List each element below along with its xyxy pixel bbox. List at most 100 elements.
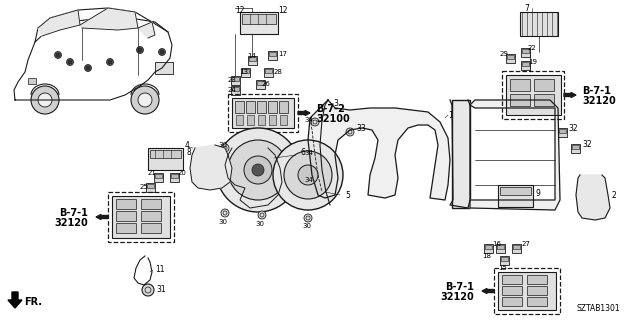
Bar: [242, 69, 249, 73]
Bar: [170, 173, 179, 182]
Circle shape: [221, 144, 229, 152]
Text: 8: 8: [186, 148, 191, 156]
Text: 30: 30: [218, 219, 227, 225]
Bar: [497, 245, 504, 249]
Bar: [155, 62, 173, 74]
Bar: [501, 257, 508, 261]
Bar: [522, 49, 529, 53]
Text: 1: 1: [448, 110, 452, 119]
Polygon shape: [8, 292, 22, 308]
Bar: [242, 14, 276, 24]
Circle shape: [67, 59, 74, 66]
Text: 23: 23: [228, 77, 237, 83]
Bar: [256, 80, 265, 89]
Bar: [141, 223, 161, 233]
Text: 32: 32: [568, 124, 578, 132]
Text: 31: 31: [156, 285, 166, 294]
Circle shape: [273, 140, 343, 210]
Bar: [232, 77, 239, 81]
Bar: [116, 211, 136, 221]
Circle shape: [258, 211, 266, 219]
Circle shape: [142, 284, 154, 296]
Circle shape: [106, 59, 113, 66]
Text: 26: 26: [262, 81, 271, 87]
Bar: [264, 68, 273, 77]
Circle shape: [38, 93, 52, 107]
Polygon shape: [190, 145, 232, 190]
Circle shape: [346, 128, 354, 136]
Circle shape: [138, 48, 142, 52]
Text: 32100: 32100: [316, 114, 349, 124]
Bar: [116, 199, 136, 209]
Text: 34: 34: [304, 177, 313, 183]
Text: SZTAB1301: SZTAB1301: [577, 304, 620, 313]
Bar: [510, 94, 530, 106]
Bar: [279, 101, 288, 113]
Circle shape: [86, 66, 90, 70]
Circle shape: [244, 156, 272, 184]
Polygon shape: [38, 10, 80, 36]
Bar: [150, 150, 181, 158]
Circle shape: [84, 65, 92, 71]
Bar: [527, 297, 547, 306]
Polygon shape: [308, 100, 450, 200]
Bar: [498, 272, 556, 310]
Bar: [502, 297, 522, 306]
Bar: [269, 52, 276, 56]
Polygon shape: [138, 22, 155, 38]
Bar: [527, 286, 547, 295]
Bar: [520, 12, 558, 36]
Bar: [232, 98, 294, 128]
Text: 32120: 32120: [582, 96, 616, 106]
Text: 24: 24: [228, 87, 237, 93]
Bar: [147, 184, 154, 188]
Bar: [28, 78, 36, 84]
Bar: [141, 211, 161, 221]
Text: 11: 11: [155, 266, 164, 275]
Text: B-7-2: B-7-2: [316, 104, 345, 114]
Bar: [231, 86, 240, 95]
Bar: [558, 128, 567, 137]
Text: 18: 18: [482, 253, 491, 259]
Text: 12: 12: [278, 5, 287, 14]
Circle shape: [311, 178, 319, 186]
Bar: [522, 62, 529, 66]
Circle shape: [31, 86, 59, 114]
Text: 28: 28: [274, 69, 283, 75]
Circle shape: [108, 60, 112, 64]
Text: 5: 5: [345, 190, 350, 199]
Text: FR.: FR.: [24, 297, 42, 307]
Text: 22: 22: [528, 45, 537, 51]
Bar: [235, 101, 244, 113]
Bar: [510, 79, 530, 91]
Bar: [485, 245, 492, 249]
Text: 16: 16: [492, 241, 501, 247]
Polygon shape: [14, 18, 172, 100]
Circle shape: [284, 151, 332, 199]
Text: 12: 12: [235, 5, 244, 14]
Bar: [502, 71, 564, 119]
Circle shape: [131, 86, 159, 114]
Bar: [232, 87, 239, 91]
Polygon shape: [576, 175, 610, 220]
FancyArrow shape: [564, 92, 576, 98]
Text: 2: 2: [612, 190, 617, 199]
Text: 27: 27: [522, 241, 531, 247]
Bar: [571, 144, 580, 153]
Bar: [507, 55, 514, 59]
Bar: [500, 256, 509, 265]
Text: 32120: 32120: [440, 292, 474, 302]
Bar: [502, 286, 522, 295]
Bar: [246, 101, 255, 113]
Bar: [496, 244, 505, 253]
Circle shape: [311, 118, 319, 126]
Text: 30: 30: [255, 221, 264, 227]
Circle shape: [221, 209, 229, 217]
Bar: [521, 61, 530, 70]
Circle shape: [228, 140, 288, 200]
Bar: [534, 79, 554, 91]
Bar: [231, 76, 240, 85]
Bar: [559, 129, 566, 133]
Circle shape: [252, 164, 264, 176]
Bar: [148, 148, 183, 170]
